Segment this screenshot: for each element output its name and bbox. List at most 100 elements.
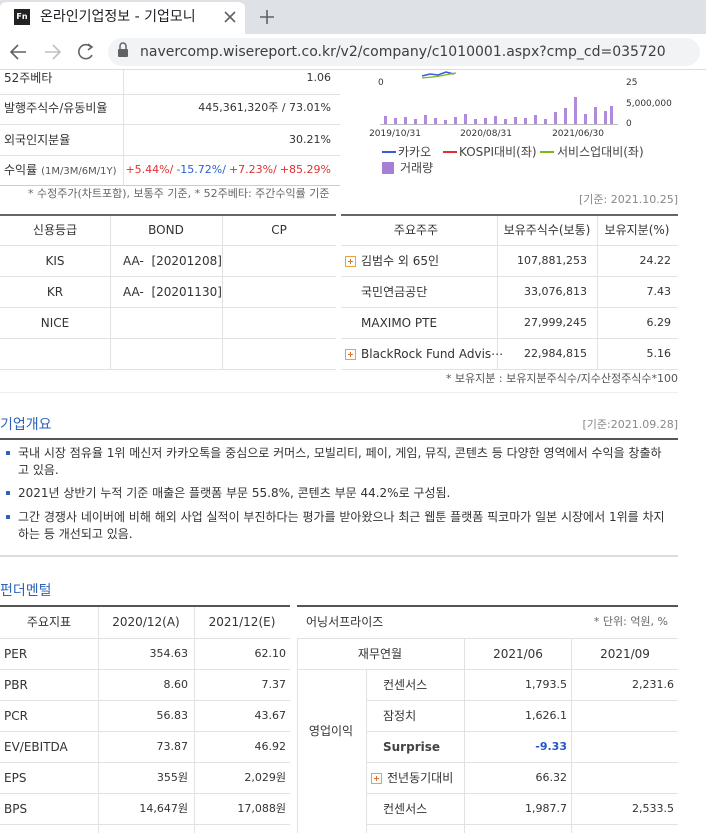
divider <box>0 94 340 95</box>
overview-date: [기준:2021.09.28] <box>582 418 678 431</box>
divider <box>341 214 678 216</box>
return-value: +7.23%/ <box>228 163 277 176</box>
chart-left-tick: 0 <box>378 78 384 88</box>
chart-x-label: 2020/08/31 <box>460 129 512 139</box>
return-value: +5.44%/ <box>125 163 174 176</box>
earnings-title: 어닝서프라이즈 <box>306 615 384 629</box>
tab-title[interactable]: 온라인기업정보 - 기업모니 <box>40 9 196 25</box>
table-header: 2021/09 <box>600 647 650 661</box>
indicator-value: 8.60 <box>163 678 189 691</box>
holder-name: MAXIMO PTE <box>361 316 438 330</box>
earnings-value: 66.32 <box>535 771 568 784</box>
divider <box>0 731 290 732</box>
divider <box>297 638 678 639</box>
divider <box>366 731 678 732</box>
divider <box>0 824 290 825</box>
divider <box>0 555 678 557</box>
divider <box>0 638 290 639</box>
divider <box>0 392 678 393</box>
holder-shares: 107,881,253 <box>517 254 587 267</box>
earnings-value: 1,626.1 <box>525 709 567 722</box>
holder-name[interactable]: 김범수 외 65인 <box>361 254 440 268</box>
table-header: 보유주식수(보통) <box>503 223 591 237</box>
divider <box>0 338 336 339</box>
returns-period: (1M/3M/6M/1Y) <box>41 166 117 177</box>
indicator-value: 43.67 <box>254 709 287 722</box>
divider <box>0 669 290 670</box>
summary-label: 발행주식수/유동비율 <box>4 101 108 115</box>
divider <box>571 638 572 833</box>
base-date: [기준: 2021.10.25] <box>578 193 678 206</box>
holder-stake: 7.43 <box>646 285 672 298</box>
indicator-value: 62.10 <box>254 647 287 660</box>
divider <box>0 762 290 763</box>
indicator-name: BPS <box>4 802 28 816</box>
credit-agency: NICE <box>40 316 70 330</box>
credit-bond: AA- [20201208] <box>123 254 222 268</box>
indicator-value: 355원 <box>156 771 188 784</box>
indicator-value: 17,088원 <box>237 802 286 815</box>
earnings-value: 2,533.5 <box>632 802 674 815</box>
divider <box>0 124 340 125</box>
earnings-label: Surprise <box>383 740 441 754</box>
divider <box>341 369 678 370</box>
holder-name[interactable]: BlackRock Fund Advis⋯ <box>361 347 504 361</box>
divider <box>0 438 678 440</box>
earnings-value: 1,793.5 <box>525 678 567 691</box>
address-url[interactable]: navercomp.wisereport.co.kr/v2/company/c1… <box>140 44 666 60</box>
summary-label: 외국인지분율 <box>4 133 71 147</box>
divider <box>110 216 111 369</box>
divider <box>597 216 598 369</box>
earnings-value: -9.33 <box>535 740 567 753</box>
table-header: 신용등급 <box>32 223 78 237</box>
bullet-icon <box>6 491 10 495</box>
credit-bond: AA- [20201130] <box>123 285 222 299</box>
overview-bullet: 국내 시장 점유율 1위 메신저 카카오톡을 중심으로 커머스, 모빌리티, 페… <box>18 446 662 477</box>
holder-stake: 5.16 <box>646 347 672 360</box>
summary-value: 1.06 <box>306 71 332 84</box>
return-value: -15.72%/ <box>176 163 226 176</box>
divider <box>366 824 678 825</box>
table-header: 2021/12(E) <box>208 615 276 629</box>
divider <box>366 700 678 701</box>
divider <box>297 638 298 833</box>
summary-note: * 수정주가(차트포함), 보통주 기준, * 52주베타: 주간수익률 기준 <box>28 187 330 200</box>
expand-icon[interactable] <box>345 349 356 360</box>
section-title: 펀더멘털 <box>0 583 52 599</box>
divider <box>0 793 290 794</box>
return-value: +85.29% <box>279 163 331 176</box>
returns-values: +5.44%/-15.72%/+7.23%/+85.29% <box>122 162 331 178</box>
credit-agency: KIS <box>45 254 65 268</box>
divider <box>0 185 340 186</box>
summary-value: 445,361,320주 / 73.01% <box>198 101 331 114</box>
divider <box>341 307 678 308</box>
divider <box>98 607 99 833</box>
tab-icon: Fn <box>14 9 30 25</box>
table-header: 보유지분(%) <box>604 223 670 237</box>
divider <box>0 307 336 308</box>
table-header: CP <box>271 223 287 237</box>
earnings-value: 1,987.7 <box>525 802 567 815</box>
expand-icon[interactable] <box>345 256 356 267</box>
divider <box>366 669 367 833</box>
section-title: 기업개요 <box>0 417 52 433</box>
legend-entry: 서비스업대비(좌) <box>557 145 644 159</box>
holder-stake: 24.22 <box>639 254 672 267</box>
summary-label: 52주베타 <box>4 71 53 85</box>
divider <box>297 605 678 607</box>
divider <box>497 216 498 369</box>
divider <box>297 669 678 670</box>
table-header: 주요지표 <box>26 615 72 629</box>
holder-stake: 6.29 <box>646 316 672 329</box>
earnings-label: 전년동기대비 <box>387 771 454 785</box>
bullet-icon <box>6 451 10 455</box>
chart-right-tick: 5,000,000 <box>626 99 672 109</box>
earnings-value: 2,231.6 <box>632 678 674 691</box>
expand-icon[interactable] <box>371 773 382 784</box>
chart-right-tick: 0 <box>626 119 632 129</box>
divider <box>194 607 195 833</box>
browser-chrome <box>0 0 706 70</box>
chart-right-tick: 25 <box>626 78 638 88</box>
divider <box>222 216 223 369</box>
